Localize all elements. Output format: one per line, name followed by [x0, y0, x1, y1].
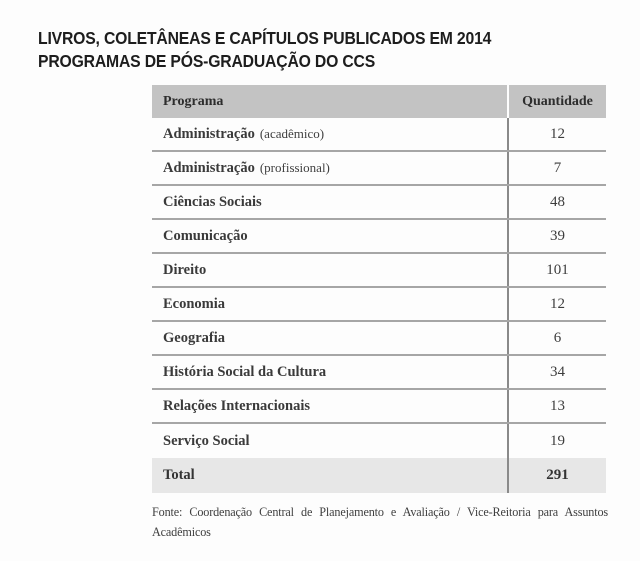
column-divider	[507, 322, 509, 354]
table-row: Geografia 6	[152, 322, 606, 356]
program-cell: Relações Internacionais	[152, 390, 507, 422]
table-row: Ciências Sociais 48	[152, 186, 606, 220]
program-name: Direito	[163, 261, 207, 278]
program-cell: História Social da Cultura	[152, 356, 507, 388]
column-divider	[507, 186, 509, 218]
column-divider	[507, 356, 509, 388]
report-title-line-2: PROGRAMAS DE PÓS-GRADUAÇÃO DO CCS	[38, 51, 376, 71]
program-name: História Social da Cultura	[163, 363, 327, 380]
column-divider	[507, 220, 509, 252]
column-divider	[507, 152, 509, 184]
quantity-cell: 12	[550, 295, 565, 312]
program-name: Serviço Social	[163, 432, 250, 449]
program-name: Ciências Sociais	[163, 193, 262, 210]
quantity-cell: 12	[550, 125, 565, 142]
quantity-cell: 6	[553, 329, 562, 346]
column-header-programa: Programa	[152, 85, 507, 118]
table-row: Serviço Social 19	[152, 424, 606, 458]
program-name: Geografia	[163, 329, 226, 346]
table-total-row: Total 291	[152, 458, 606, 493]
quantity-cell: 19	[550, 432, 565, 449]
program-name: Economia	[163, 295, 226, 312]
program-cell: Comunicação	[152, 220, 507, 252]
table-row: Economia 12	[152, 288, 606, 322]
table-header-row: Programa Quantidade	[152, 85, 606, 118]
column-divider	[507, 458, 509, 493]
quantity-cell: 101	[546, 261, 569, 278]
program-name: Comunicação	[163, 227, 248, 244]
quantity-cell: 34	[550, 363, 565, 380]
quantity-cell: 13	[550, 397, 565, 414]
program-cell: Administração (profissional)	[152, 152, 507, 184]
program-note: (acadêmico)	[259, 126, 325, 141]
program-cell: Geografia	[152, 322, 507, 354]
table-row: Relações Internacionais 13	[152, 390, 606, 424]
quantity-cell: 48	[550, 193, 565, 210]
column-divider	[507, 424, 509, 458]
table-row: Administração (profissional) 7	[152, 152, 606, 186]
program-cell: Administração (acadêmico)	[152, 118, 507, 150]
total-quantity: 291	[509, 458, 606, 493]
column-divider	[507, 118, 509, 150]
program-name: Administração	[163, 125, 255, 142]
report-title: LIVROS, COLETÂNEAS E CAPÍTULOS PUBLICADO…	[38, 27, 491, 73]
report-title-line-1: LIVROS, COLETÂNEAS E CAPÍTULOS PUBLICADO…	[38, 28, 492, 48]
program-name: Relações Internacionais	[163, 397, 310, 414]
table-row: Comunicação 39	[152, 220, 606, 254]
program-name: Administração	[163, 159, 255, 176]
quantity-cell: 39	[550, 227, 565, 244]
program-cell: Ciências Sociais	[152, 186, 507, 218]
column-divider	[507, 288, 509, 320]
column-divider	[507, 390, 509, 422]
table-row: Administração (acadêmico) 12	[152, 118, 606, 152]
publications-table: Programa Quantidade Administração (acadêm…	[152, 85, 606, 493]
program-cell: Direito	[152, 254, 507, 286]
program-cell: Economia	[152, 288, 507, 320]
table-row: História Social da Cultura 34	[152, 356, 606, 390]
column-header-quantidade: Quantidade	[509, 85, 606, 118]
total-label: Total	[152, 458, 507, 493]
program-note: (profissional)	[259, 160, 330, 175]
program-cell: Serviço Social	[152, 424, 507, 458]
source-note: Fonte: Coordenação Central de Planejamen…	[152, 505, 608, 539]
table-row: Direito 101	[152, 254, 606, 288]
quantity-cell: 7	[553, 159, 562, 176]
column-divider	[507, 254, 509, 286]
